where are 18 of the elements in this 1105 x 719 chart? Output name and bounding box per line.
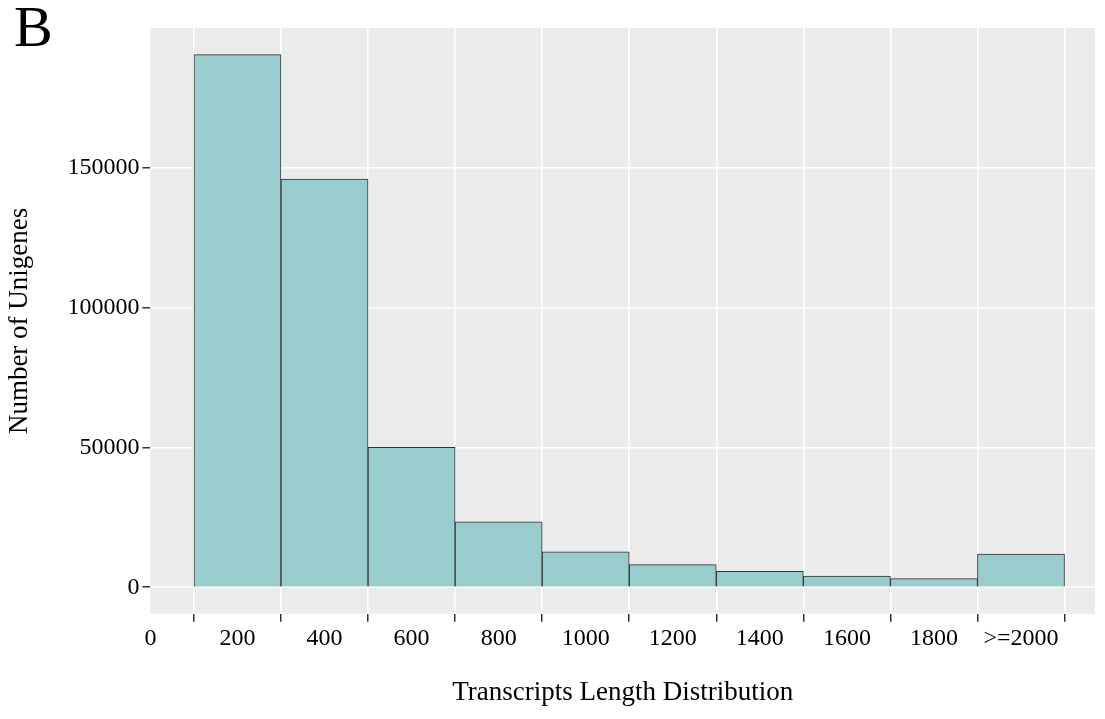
- y-tick-label: 50000: [79, 432, 140, 459]
- x-axis-title: Transcripts Length Distribution: [452, 675, 794, 706]
- x-tick-label: 1200: [648, 624, 697, 651]
- x-tick-label: 600: [393, 624, 430, 651]
- x-tick-label: 200: [219, 624, 256, 651]
- x-tick-label: >=2000: [983, 624, 1059, 651]
- x-tick-label: 1000: [561, 624, 610, 651]
- x-tick-label: 1400: [735, 624, 784, 651]
- y-tick-label: 150000: [67, 153, 140, 180]
- y-tick-label: 0: [127, 572, 140, 599]
- text: B: [14, 0, 53, 60]
- x-tick-label: 0: [144, 624, 157, 651]
- x-tick-label: 1800: [909, 624, 958, 651]
- x-tick-label: 1600: [822, 624, 871, 651]
- y-tick-label: 100000: [67, 292, 140, 319]
- x-tick-label: 800: [480, 624, 517, 651]
- y-axis-title: Number of Unigenes: [3, 207, 34, 435]
- x-tick-label: 400: [306, 624, 343, 651]
